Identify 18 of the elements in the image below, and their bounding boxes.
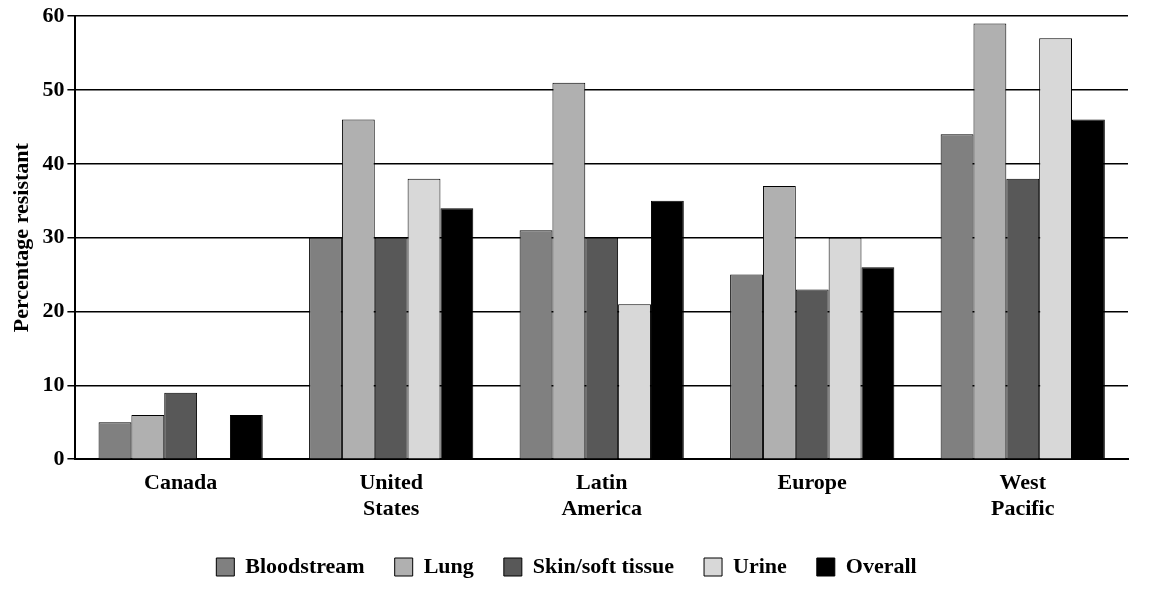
y-tick-label: 40 [42,149,65,175]
legend-label: Bloodstream [245,552,365,578]
x-tick-label: Latin America [561,469,643,521]
legend-label: Urine [733,552,788,578]
x-tick-label: United States [359,469,423,521]
legend-label: Overall [845,552,917,578]
y-tick-label: 60 [42,1,65,27]
y-tick-label: 20 [42,297,65,323]
x-tick-label: Canada [143,469,218,495]
y-tick-label: 50 [42,75,65,101]
y-tick-label: 10 [42,371,65,397]
x-tick-label: West Pacific [990,469,1055,521]
y-tick-label: 0 [53,444,65,470]
legend-label: Lung [423,552,474,578]
x-tick-label: Europe [777,469,848,495]
y-axis-title: Percentage resistant [7,142,33,333]
legend-label: Skin/soft tissue [532,552,675,578]
y-tick-label: 30 [42,223,65,249]
